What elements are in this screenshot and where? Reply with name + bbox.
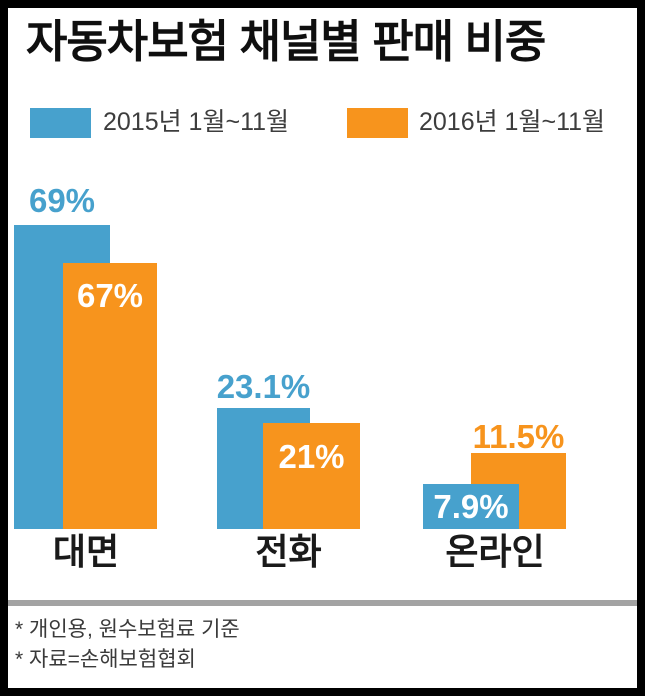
value-label-daemyeon-2016: 67% [76,277,144,314]
value-label-jeonhwa-2015: 23.1% [216,368,311,405]
category-label-online: 온라인 [445,531,545,572]
legend-swatch-2016 [347,108,408,138]
footnote-source: * 자료=손해보험협회 [15,648,196,671]
chart-canvas: 자동차보험 채널별 판매 비중 2015년 1월~11월 2016년 1월~11… [8,8,637,688]
separator-line [8,600,637,606]
value-label-daemyeon-2015: 69% [28,182,96,219]
value-label-online-2015: 7.9% [433,488,509,525]
legend-swatch-2015 [30,108,91,138]
value-label-jeonhwa-2016: 21% [278,438,345,475]
footnote-basis: * 개인용, 원수보험료 기준 [15,618,240,641]
value-label-online-2016: 11.5% [472,418,565,455]
page-title: 자동차보험 채널별 판매 비중 [26,16,546,67]
legend-label-2015: 2015년 1월~11월 [103,108,290,136]
bar-online-2015 [423,484,519,529]
bar-jeonhwa-2016 [263,423,360,529]
category-label-jeonhwa: 전화 [255,531,322,572]
category-label-daemyeon: 대면 [52,531,120,572]
legend-label-2016: 2016년 1월~11월 [419,108,606,136]
bar-daemyeon-2016 [63,263,157,529]
